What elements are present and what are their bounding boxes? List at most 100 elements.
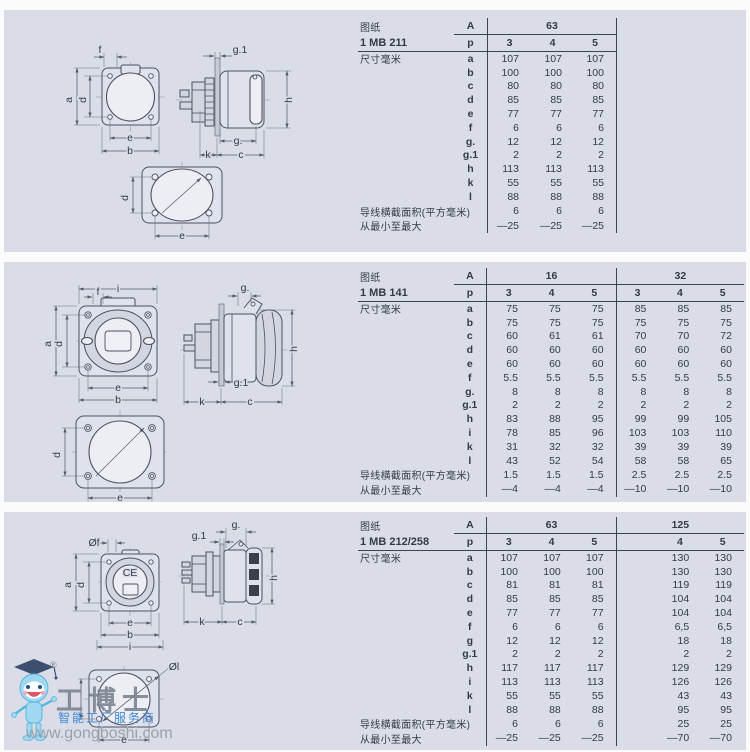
table-row: 导线横截面积(平方毫米) 6 6 6 (358, 203, 744, 219)
dim-value: 85 (550, 94, 562, 107)
dim-value: 2 (726, 648, 732, 661)
dim-value: 85 (549, 593, 561, 606)
table-row: i 78 85 96 103 103 110 (358, 426, 744, 440)
dims-unit-label (358, 426, 453, 440)
pole-header: 4 (530, 285, 573, 302)
dim-value (615, 702, 659, 717)
dim-value: 88 (506, 703, 518, 716)
dim-label-g: g. (232, 519, 241, 531)
table-row: g 12 12 12 18 18 (358, 633, 744, 648)
dim-value: 81 (549, 579, 561, 592)
dim-value: 6 (574, 120, 617, 135)
dim-label-e2: e (117, 492, 123, 502)
table-row: b 100 100 100 130 130 (358, 564, 744, 579)
dim-value: 55 (507, 177, 519, 190)
dim-value: —25 (581, 732, 604, 745)
dim-value: 2 (726, 399, 732, 412)
dims-unit-label (358, 454, 453, 468)
dim-value: 39 (615, 439, 659, 454)
dim-value: 75 (720, 316, 732, 329)
ce-mark: CE (123, 567, 138, 579)
table-row: e 77 77 77 (358, 107, 744, 121)
dim-value: 119 (672, 579, 690, 592)
dim-value: 99 (677, 413, 690, 426)
watermark: ® 工博士 智能工厂服务商 www.gongboshi.com (6, 655, 236, 750)
dim-value: —25 (495, 732, 518, 745)
dim-value: 60 (591, 358, 604, 371)
dim-value: —25 (574, 218, 617, 233)
dim-value: 107 (574, 52, 617, 66)
dim-value: 18 (677, 634, 690, 647)
dim-letter: l (454, 189, 488, 204)
dim-label-d2: d (119, 195, 131, 201)
dim-value: 2 (554, 648, 561, 661)
dim-value: 107 (586, 551, 604, 564)
dim-value: 60 (591, 344, 604, 357)
dim-value: 58 (677, 454, 690, 467)
dim-value: 113 (574, 162, 617, 177)
table-row: g.1 2 2 2 2 2 2 (358, 398, 744, 413)
amp-value: 16 (487, 268, 616, 285)
dims-unit-label (358, 176, 454, 190)
dim-letter: b (454, 65, 488, 80)
dim-value: 39 (720, 440, 732, 453)
dim-value: 77 (591, 607, 604, 620)
table-row: h 117 117 117 129 129 (358, 661, 744, 676)
dim-value: 129 (671, 662, 690, 675)
dim-value: 6,5 (674, 620, 690, 633)
dim-value: 6 (513, 121, 519, 134)
amp-row-letter: A (453, 517, 488, 534)
dim-value: 60 (720, 358, 732, 371)
table-row: h 113 113 113 (358, 162, 744, 177)
dims-unit-label (358, 579, 453, 593)
dim-value: 126 (671, 676, 690, 689)
table-row: 导线横截面积(平方毫米) 6 6 6 25 25 (358, 716, 744, 731)
dim-value: 99 (615, 412, 659, 427)
dim-value: 88 (574, 189, 617, 204)
dims-unit-label (358, 412, 453, 426)
min-max-label: 从最小至最大 (358, 218, 488, 233)
pole-row-letter: p (454, 35, 488, 52)
drawing-1-mb-211: f g.1 a d e b g. k c h d e (62, 43, 297, 244)
dim-label-i: i (117, 283, 119, 295)
pole-header: 3 (615, 285, 659, 302)
dim-letter: g. (453, 384, 488, 399)
dim-label-c: c (247, 396, 252, 408)
table-row: d 85 85 85 (358, 93, 744, 108)
dims-unit-label (358, 592, 453, 606)
dim-value (615, 592, 659, 607)
table-row: g.1 2 2 2 (358, 148, 744, 163)
dim-value: 95 (720, 703, 732, 716)
dims-unit-label (358, 675, 453, 689)
dim-value: 80 (507, 80, 519, 93)
dim-value: 2 (683, 648, 690, 661)
dim-value: 54 (591, 454, 604, 467)
table-row: 导线横截面积(平方毫米) 1.5 1.5 1.5 2.5 2.5 2.5 (358, 467, 744, 482)
pole-header: 5 (572, 534, 616, 551)
table-row: 尺寸毫米 a 75 75 75 85 85 85 (358, 302, 744, 316)
table-row: l 43 52 54 58 58 65 (358, 453, 744, 468)
dims-unit-label (358, 330, 453, 344)
table-row: f 5.5 5.5 5.5 5.5 5.5 5.5 (358, 370, 744, 385)
dim-letter: b (453, 564, 488, 579)
dim-value: 117 (544, 662, 561, 675)
table-row: f 6 6 6 6,5 6,5 (358, 619, 744, 634)
dim-value: —25 (496, 219, 519, 232)
table-row: c 60 61 61 70 70 72 (358, 329, 744, 344)
drawing-label: 图纸 (360, 273, 381, 284)
table-row: g.1 2 2 2 2 2 (358, 647, 744, 662)
dim-label-f: f (99, 44, 102, 56)
dim-value: 100 (543, 565, 561, 578)
dim-value: 58 (615, 453, 659, 468)
dims-unit-label (358, 440, 453, 454)
dim-value: 8 (726, 385, 732, 398)
table-row: k 55 55 55 43 43 (358, 688, 744, 703)
table-row: 1 MB 212/258 p 3 4 5 4 5 (358, 534, 745, 551)
dim-letter: h (453, 661, 488, 676)
dim-value: 95 (677, 703, 690, 716)
dim-label-e: e (127, 617, 133, 629)
dim-letter: g.1 (453, 398, 488, 413)
dim-label-ol: Øl (169, 661, 180, 673)
dims-unit-label (358, 385, 453, 399)
dim-value: 104 (714, 593, 732, 606)
